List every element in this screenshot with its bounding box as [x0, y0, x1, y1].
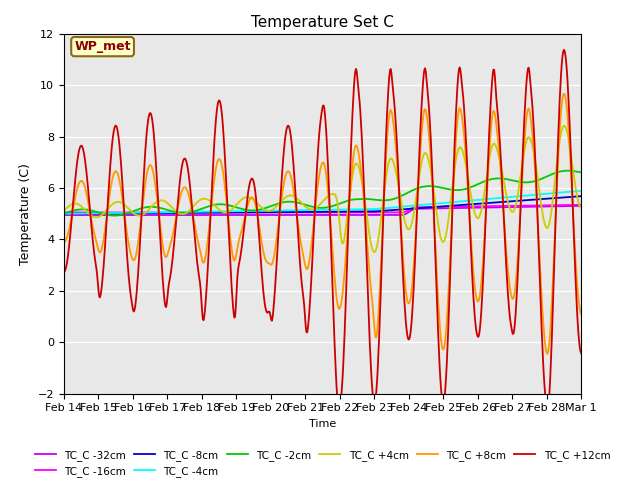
TC_C -2cm: [564, 168, 572, 174]
TC_C -2cm: [401, 191, 409, 197]
TC_C -2cm: [60, 210, 68, 216]
TC_C -32cm: [60, 212, 68, 218]
TC_C +8cm: [123, 228, 131, 234]
TC_C -4cm: [401, 204, 408, 209]
TC_C -4cm: [70, 211, 77, 216]
TC_C -16cm: [385, 210, 393, 216]
TC_C +8cm: [175, 199, 183, 204]
TC_C -16cm: [70, 210, 77, 216]
TC_C -16cm: [203, 210, 211, 216]
TC_C -4cm: [175, 209, 183, 215]
TC_C -2cm: [204, 204, 211, 210]
TC_C +4cm: [175, 210, 183, 216]
TC_C -16cm: [175, 210, 183, 216]
TC_C -8cm: [60, 211, 68, 216]
TC_C -4cm: [123, 210, 131, 216]
TC_C +12cm: [401, 307, 409, 313]
Line: TC_C +4cm: TC_C +4cm: [64, 126, 581, 252]
TC_C -8cm: [175, 210, 183, 216]
TC_C +12cm: [175, 186, 183, 192]
TC_C +12cm: [386, 69, 394, 74]
TC_C +8cm: [70, 204, 77, 210]
TC_C -32cm: [203, 212, 211, 218]
TC_C +12cm: [577, 350, 585, 356]
TC_C -32cm: [577, 203, 585, 209]
TC_C -4cm: [203, 209, 211, 215]
TC_C +12cm: [203, 288, 211, 294]
TC_C +8cm: [560, 91, 568, 96]
Line: TC_C -32cm: TC_C -32cm: [64, 206, 581, 215]
TC_C -2cm: [124, 210, 131, 216]
TC_C -32cm: [70, 212, 77, 218]
TC_C -2cm: [386, 197, 394, 203]
TC_C +8cm: [203, 248, 211, 254]
TC_C -8cm: [577, 193, 585, 199]
TC_C -16cm: [577, 202, 585, 208]
TC_C -32cm: [175, 212, 183, 218]
Line: TC_C +12cm: TC_C +12cm: [64, 50, 581, 411]
TC_C +12cm: [70, 197, 77, 203]
TC_C +4cm: [401, 219, 409, 225]
TC_C -32cm: [401, 212, 408, 217]
TC_C +8cm: [60, 239, 68, 245]
TC_C -8cm: [203, 210, 211, 216]
TC_C +4cm: [123, 204, 131, 210]
Legend: TC_C -32cm, TC_C -16cm, TC_C -8cm, TC_C -4cm, TC_C -2cm, TC_C +4cm, TC_C +8cm, T: TC_C -32cm, TC_C -16cm, TC_C -8cm, TC_C …: [31, 445, 614, 480]
TC_C -8cm: [123, 210, 131, 216]
X-axis label: Time: Time: [309, 419, 336, 429]
Line: TC_C -2cm: TC_C -2cm: [64, 171, 581, 216]
TC_C +12cm: [123, 246, 131, 252]
TC_C -16cm: [123, 210, 131, 216]
TC_C +4cm: [386, 156, 394, 162]
TC_C +4cm: [577, 205, 585, 211]
TC_C -2cm: [70, 208, 77, 214]
Y-axis label: Temperature (C): Temperature (C): [19, 163, 32, 264]
TC_C +8cm: [401, 271, 408, 277]
Line: TC_C -4cm: TC_C -4cm: [64, 191, 581, 214]
Text: WP_met: WP_met: [74, 40, 131, 53]
TC_C -16cm: [401, 209, 408, 215]
TC_C +12cm: [335, 408, 342, 414]
TC_C -8cm: [70, 211, 77, 216]
TC_C -32cm: [123, 212, 131, 218]
TC_C +12cm: [560, 47, 568, 53]
TC_C -2cm: [176, 210, 184, 216]
Line: TC_C -8cm: TC_C -8cm: [64, 196, 581, 214]
Title: Temperature Set C: Temperature Set C: [251, 15, 394, 30]
TC_C -32cm: [385, 212, 393, 218]
TC_C -16cm: [60, 210, 68, 216]
TC_C +4cm: [70, 201, 77, 206]
TC_C -2cm: [577, 169, 585, 175]
TC_C +4cm: [370, 249, 378, 255]
TC_C -8cm: [401, 206, 408, 212]
TC_C +4cm: [560, 123, 568, 129]
TC_C -2cm: [111, 213, 118, 218]
TC_C +4cm: [203, 196, 211, 202]
TC_C +8cm: [543, 351, 551, 357]
TC_C -8cm: [385, 207, 393, 213]
TC_C +8cm: [385, 113, 393, 119]
TC_C -4cm: [385, 205, 393, 211]
Line: TC_C -16cm: TC_C -16cm: [64, 205, 581, 213]
TC_C -4cm: [577, 188, 585, 194]
TC_C +12cm: [60, 269, 68, 275]
TC_C +8cm: [577, 311, 585, 317]
TC_C +4cm: [60, 207, 68, 213]
Line: TC_C +8cm: TC_C +8cm: [64, 94, 581, 354]
TC_C -4cm: [60, 211, 68, 216]
